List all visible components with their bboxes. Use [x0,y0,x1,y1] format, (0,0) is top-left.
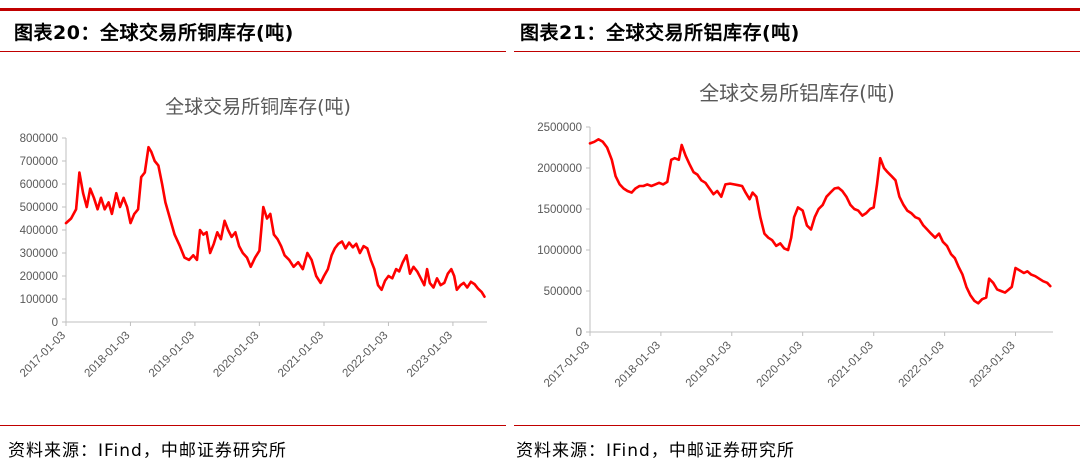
aluminum-x-tick-label: 2019-01-03 [684,340,734,390]
copper-x-tick-label: 2019-01-03 [147,330,197,380]
title-underline-right [514,51,1080,52]
title-underline-left [0,51,506,52]
copper-y-tick-label: 600000 [20,179,58,191]
copper-chart-title: 全球交易所铜库存(吨) [165,96,351,118]
aluminum-x-tick-label: 2022-01-03 [897,340,947,390]
copper-y-tick-label: 800000 [20,133,58,145]
copper-y-tick-label: 100000 [20,294,58,306]
copper-x-tick-label: 2022-01-03 [340,330,390,380]
source-rule-left [0,425,506,426]
source-aluminum: 资料来源：IFind，中邮证券研究所 [516,441,795,461]
aluminum-chart-title: 全球交易所铝库存(吨) [699,81,895,105]
figure-title-aluminum: 图表21：全球交易所铝库存(吨) [520,22,800,44]
copper-x-tick-label: 2017-01-03 [18,330,68,380]
source-copper: 资料来源：IFind，中邮证券研究所 [8,441,287,461]
aluminum-x-tick-label: 2023-01-03 [968,340,1018,390]
copper-x-tick-label: 2023-01-03 [405,330,455,380]
aluminum-y-tick-label: 1500000 [537,204,582,216]
aluminum-x-tick-label: 2018-01-03 [613,340,663,390]
aluminum-x-tick-label: 2021-01-03 [826,340,876,390]
figure-title-copper: 图表20：全球交易所铜库存(吨) [14,22,294,44]
copper-y-tick-label: 500000 [20,202,58,214]
copper-series-line [64,145,486,298]
header-rule [0,8,1080,11]
copper-y-tick-label: 300000 [20,248,58,260]
copper-x-tick-label: 2020-01-03 [211,330,261,380]
copper-y-tick-label: 200000 [20,271,58,283]
aluminum-y-tick-label: 1000000 [537,245,582,257]
aluminum-y-tick-label: 2000000 [537,163,582,175]
copper-y-tick-label: 700000 [20,156,58,168]
aluminum-y-tick-label: 2500000 [537,122,582,134]
source-rule-right [514,425,1080,426]
copper-y-tick-label: 400000 [20,225,58,237]
copper-x-tick-label: 2021-01-03 [276,330,326,380]
aluminum-series-line [588,138,1052,305]
aluminum-y-tick-label: 500000 [544,286,582,298]
aluminum-y-tick-label: 0 [576,327,582,339]
aluminum-x-tick-label: 2020-01-03 [755,340,805,390]
aluminum-x-tick-label: 2017-01-03 [542,340,592,390]
copper-y-tick-label: 0 [52,317,58,329]
copper-x-tick-label: 2018-01-03 [82,330,132,380]
